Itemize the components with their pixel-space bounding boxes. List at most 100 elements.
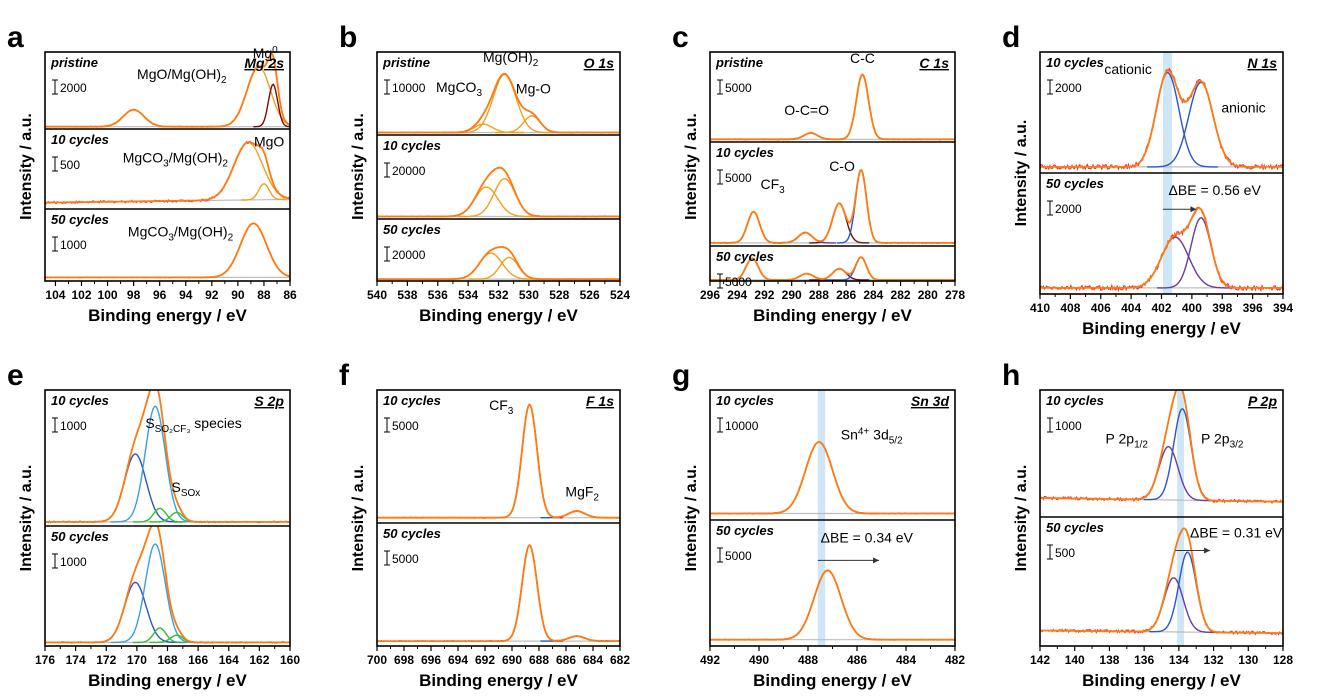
panel-g: g 10 cycles 10000 Sn4+ 3d5/2 50 cycles 5000 ΔB…: [672, 359, 965, 690]
x-tick-label: 524: [610, 288, 630, 302]
raw-spectrum: [710, 569, 955, 641]
peak-annotation: P 2p1/2: [1106, 430, 1149, 450]
annotation-text: S: [171, 479, 180, 495]
x-tick-label: 532: [488, 288, 508, 302]
x-tick-label: 294: [727, 288, 747, 302]
condition-label: pristine: [50, 55, 98, 70]
peak-annotation: ΔBE = 0.34 eV: [821, 530, 914, 546]
peak-annotation: P 2p3/2: [1201, 430, 1244, 450]
fit-envelope: [710, 569, 955, 641]
scale-value: 20000: [392, 164, 426, 178]
panel-d: d 10 cycles 2000 cationic anionic 50 cycles 20…: [1002, 21, 1293, 338]
component-peak-0: [87, 109, 180, 128]
x-tick-label: 174: [66, 653, 86, 667]
x-tick-label: 698: [394, 653, 414, 667]
peak-annotation: anionic: [1221, 100, 1265, 116]
x-tick-label: 278: [945, 288, 965, 302]
annotation-sub: SO₂CF₃: [155, 424, 191, 435]
subplot-0: pristine 2000 MgO/Mg(OH)2 Mg0: [45, 45, 290, 128]
panel-title: Mg 2s: [244, 55, 284, 71]
panel-letter: b: [339, 21, 357, 54]
annotation-sub2: 5/2: [889, 435, 903, 446]
peak-annotation: SSOx: [171, 479, 200, 499]
y-axis-label: Intensity / a.u.: [683, 113, 700, 220]
y-axis-label: Intensity / a.u.: [350, 113, 367, 220]
x-tick-label: 92: [205, 288, 219, 302]
condition-label: pristine: [382, 55, 430, 70]
annotation-text: CF: [489, 397, 508, 413]
subplot-plot: [710, 73, 955, 141]
x-tick-label: 696: [421, 653, 441, 667]
annotation-text: MgO/Mg(OH): [137, 66, 221, 82]
annotation-text: ΔBE = 0.56 eV: [1169, 182, 1262, 198]
annotation-sub: 2: [593, 492, 599, 503]
annotation-sub2: 2: [222, 159, 228, 170]
annotation-text: anionic: [1221, 100, 1265, 116]
subplot-1: 10 cycles 500 MgCO3/Mg(OH)2 MgO: [45, 128, 290, 205]
fit-envelope: [710, 256, 955, 281]
component-peak-2: [253, 83, 290, 128]
x-tick-label: 534: [458, 288, 478, 302]
subplot-plot: [710, 169, 955, 245]
x-tick-label: 402: [1151, 301, 1171, 315]
peak-annotation: C-O: [829, 158, 855, 174]
y-axis-label: Intensity / a.u.: [683, 465, 700, 572]
subplot-1: 50 cycles 1000: [45, 525, 290, 644]
scale-value: 500: [60, 158, 80, 172]
annotation-sub: 3/2: [1230, 439, 1244, 450]
panel-letter: h: [1002, 359, 1020, 392]
condition-label: 50 cycles: [716, 523, 774, 538]
scale-value: 500: [1055, 546, 1075, 560]
subplot-0: 10 cycles 10000 Sn4+ 3d5/2: [710, 393, 955, 515]
x-tick-label: 538: [397, 288, 417, 302]
x-axis-label: Binding energy / eV: [753, 671, 912, 690]
subplot-plot: [45, 526, 290, 644]
x-tick-label: 484: [896, 653, 916, 667]
component-peak-0: [726, 210, 781, 244]
annotation-tail: /Mg(OH): [174, 223, 228, 239]
x-tick-label: 404: [1121, 301, 1141, 315]
fit-envelope: [1040, 527, 1283, 634]
x-tick-label: 86: [283, 288, 297, 302]
fit-envelope: [45, 141, 290, 204]
subplot-plot: [377, 403, 620, 519]
x-tick-label: 528: [549, 288, 569, 302]
component-peak-2: [133, 627, 187, 644]
condition-label: 50 cycles: [51, 529, 109, 544]
x-tick-label: 94: [179, 288, 193, 302]
fit-envelope: [377, 166, 620, 218]
panel-title: N 1s: [1247, 55, 1277, 71]
scale-value: 1000: [60, 555, 87, 569]
annotation-text: C-C: [850, 50, 875, 66]
component-peak-0: [1114, 236, 1237, 289]
scale-value: 2000: [60, 81, 87, 95]
subplot-plot: [1040, 206, 1283, 293]
scale-value: 2000: [1055, 81, 1082, 95]
annotation-sub: SOx: [181, 488, 200, 499]
x-tick-label: 396: [1243, 301, 1263, 315]
x-tick-label: 700: [367, 653, 387, 667]
fit-envelope: [45, 526, 290, 644]
x-tick-label: 296: [700, 288, 720, 302]
scale-value: 5000: [392, 552, 419, 566]
annotation-tail: /Mg(OH): [169, 150, 223, 166]
component-peak-0: [496, 403, 563, 519]
peak-annotation: ΔBE = 0.31 eV: [1190, 525, 1283, 541]
x-tick-label: 286: [836, 288, 856, 302]
fit-envelope: [377, 403, 620, 519]
condition-label: 50 cycles: [51, 212, 109, 227]
x-tick-label: 488: [798, 653, 818, 667]
x-tick-label: 486: [847, 653, 867, 667]
annotation-text: O-C=O: [784, 102, 829, 118]
subplot-2: 50 cycles 1000 MgCO3/Mg(OH)2: [45, 208, 290, 279]
subplot-plot: [45, 52, 290, 128]
condition-label: 50 cycles: [383, 526, 441, 541]
scale-value: 5000: [725, 81, 752, 95]
annotation-text: MgO: [254, 134, 284, 150]
component-peak-1: [835, 73, 890, 141]
annotation-text: ΔBE = 0.31 eV: [1190, 525, 1283, 541]
condition-label: 10 cycles: [383, 138, 441, 153]
